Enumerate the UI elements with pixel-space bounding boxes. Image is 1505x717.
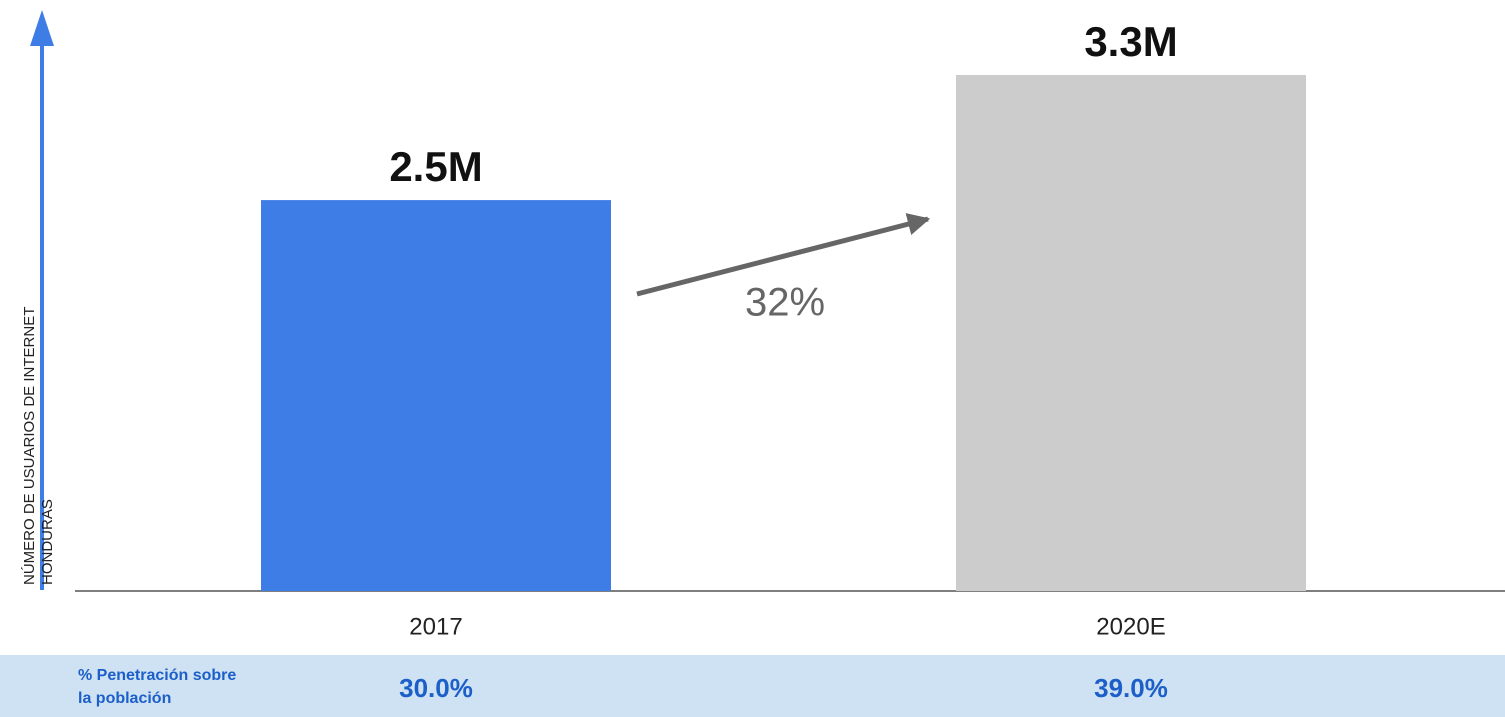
bar bbox=[956, 75, 1306, 591]
annotation: 32% bbox=[745, 281, 825, 325]
y-axis-label: NÚMERO DE USUARIOS DE INTERNET bbox=[21, 307, 38, 585]
penetration-label: la población bbox=[78, 690, 171, 707]
x-tick-label: 2017 bbox=[409, 613, 462, 640]
value-label: 3.3M bbox=[1084, 18, 1177, 65]
penetration-value: 39.0% bbox=[1094, 673, 1168, 703]
x-tick-label: 2020E bbox=[1096, 613, 1165, 640]
penetration-label: % Penetración sobre bbox=[78, 667, 236, 684]
penetration-strip bbox=[0, 655, 1505, 717]
value-label: 2.5M bbox=[389, 143, 482, 190]
y-axis-label: HONDURAS bbox=[39, 499, 56, 585]
growth-arrow bbox=[636, 213, 931, 297]
bar bbox=[261, 200, 611, 591]
penetration-value: 30.0% bbox=[399, 673, 473, 703]
y-axis-arrowhead bbox=[30, 10, 54, 46]
